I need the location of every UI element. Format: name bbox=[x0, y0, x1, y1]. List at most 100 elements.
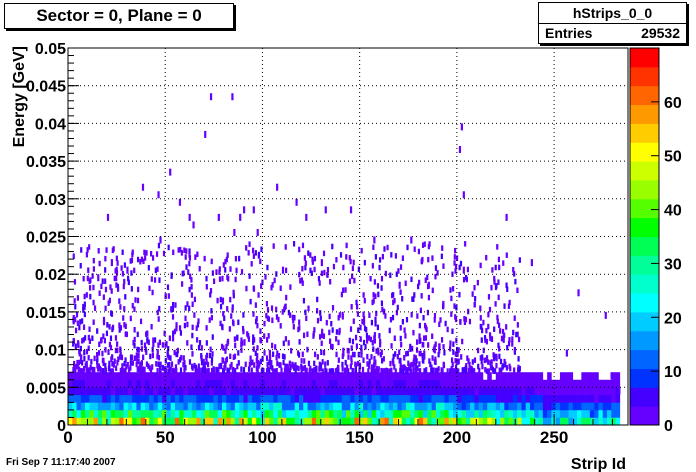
histogram-cell bbox=[371, 409, 377, 418]
histogram-cell bbox=[302, 332, 306, 339]
histogram-cell bbox=[174, 302, 177, 308]
histogram-cell bbox=[72, 417, 77, 426]
histogram-cell bbox=[187, 379, 193, 388]
histogram-cell bbox=[547, 372, 552, 381]
histogram-cell bbox=[251, 409, 257, 418]
histogram-cell bbox=[83, 304, 86, 310]
histogram-cell bbox=[518, 336, 521, 343]
histogram-cell bbox=[615, 409, 621, 418]
histogram-cell bbox=[490, 336, 493, 342]
histogram-cell bbox=[279, 285, 282, 291]
histogram-cell bbox=[266, 361, 269, 368]
histogram-cell bbox=[211, 334, 214, 340]
histogram-cell bbox=[329, 368, 332, 374]
histogram-cell bbox=[142, 258, 145, 265]
histogram-cell bbox=[72, 253, 75, 259]
histogram-cell bbox=[547, 417, 552, 426]
histogram-cell bbox=[459, 260, 463, 267]
histogram-cell bbox=[76, 379, 82, 388]
histogram-cell bbox=[170, 273, 173, 279]
histogram-cell bbox=[423, 379, 428, 388]
histogram-cell bbox=[77, 342, 80, 348]
histogram-cell bbox=[426, 309, 430, 316]
histogram-cell bbox=[388, 394, 394, 403]
z-tick-label: 60 bbox=[664, 95, 682, 112]
histogram-cell bbox=[168, 361, 171, 368]
histogram-cell bbox=[73, 279, 77, 285]
histogram-cell bbox=[489, 335, 492, 341]
histogram-cell bbox=[193, 312, 196, 318]
histogram-cell bbox=[496, 318, 499, 325]
histogram-cell bbox=[85, 394, 90, 403]
histogram-cell bbox=[502, 337, 505, 343]
histogram-cell bbox=[490, 284, 493, 291]
histogram-cell bbox=[356, 311, 360, 317]
histogram-cell bbox=[205, 354, 208, 361]
histogram-cell bbox=[316, 402, 321, 411]
histogram-cell bbox=[507, 340, 511, 347]
histogram-cell bbox=[370, 354, 373, 360]
histogram-cell bbox=[113, 275, 116, 282]
histogram-cell bbox=[391, 314, 395, 321]
histogram-cell bbox=[234, 402, 240, 411]
histogram-cell bbox=[449, 368, 452, 374]
histogram-cell bbox=[185, 248, 188, 254]
histogram-cell bbox=[110, 409, 116, 418]
histogram-cell bbox=[401, 387, 407, 396]
histogram-cell bbox=[431, 255, 434, 261]
histogram-cell bbox=[380, 394, 385, 403]
histogram-cell bbox=[423, 402, 428, 411]
histogram-cell bbox=[508, 409, 514, 418]
histogram-cell bbox=[136, 331, 139, 338]
histogram-cell bbox=[311, 409, 317, 418]
histogram-cell bbox=[257, 363, 260, 369]
histogram-cell bbox=[200, 394, 206, 403]
histogram-cell bbox=[97, 363, 101, 369]
histogram-cell bbox=[76, 417, 82, 426]
histogram-cell bbox=[124, 323, 127, 330]
histogram-cell bbox=[320, 402, 325, 411]
histogram-cell bbox=[371, 379, 377, 388]
histogram-cell bbox=[376, 283, 380, 289]
histogram-cell bbox=[321, 368, 324, 374]
histogram-cell bbox=[374, 254, 377, 260]
histogram-cell bbox=[260, 283, 263, 289]
histogram-cell bbox=[485, 338, 489, 345]
histogram-cell bbox=[607, 387, 612, 396]
histogram-cell bbox=[393, 394, 398, 403]
histogram-cell bbox=[511, 336, 514, 342]
histogram-cell bbox=[512, 379, 518, 388]
histogram-cell bbox=[318, 366, 321, 372]
histogram-cell bbox=[297, 352, 301, 358]
histogram-cell bbox=[91, 273, 94, 279]
histogram-cell bbox=[175, 325, 178, 332]
histogram-cell bbox=[237, 360, 240, 366]
histogram-cell bbox=[236, 335, 239, 341]
histogram-cell bbox=[341, 409, 347, 418]
histogram-cell bbox=[226, 402, 231, 411]
histogram-cell bbox=[454, 351, 457, 357]
histogram-cell bbox=[315, 366, 318, 372]
histogram-cell bbox=[247, 394, 253, 403]
histogram-cell bbox=[455, 255, 459, 261]
histogram-cell bbox=[307, 379, 313, 388]
histogram-cell bbox=[401, 364, 404, 371]
histogram-cell bbox=[405, 316, 409, 323]
histogram-cell bbox=[136, 394, 142, 403]
histogram-cell bbox=[500, 335, 504, 342]
histogram-cell bbox=[480, 358, 483, 365]
histogram-cell bbox=[257, 251, 261, 258]
histogram-cell bbox=[83, 356, 86, 362]
histogram-cell bbox=[119, 379, 124, 388]
histogram-cell bbox=[401, 379, 407, 388]
histogram-cell bbox=[229, 296, 232, 303]
histogram-cell bbox=[204, 417, 210, 426]
histogram-cell bbox=[200, 359, 204, 366]
histogram-cell bbox=[551, 379, 556, 388]
histogram-cell bbox=[352, 367, 355, 374]
histogram-cell bbox=[122, 315, 125, 321]
histogram-cell bbox=[316, 308, 319, 314]
histogram-cell bbox=[498, 353, 501, 360]
histogram-cell bbox=[93, 387, 99, 396]
histogram-cell bbox=[412, 368, 415, 374]
